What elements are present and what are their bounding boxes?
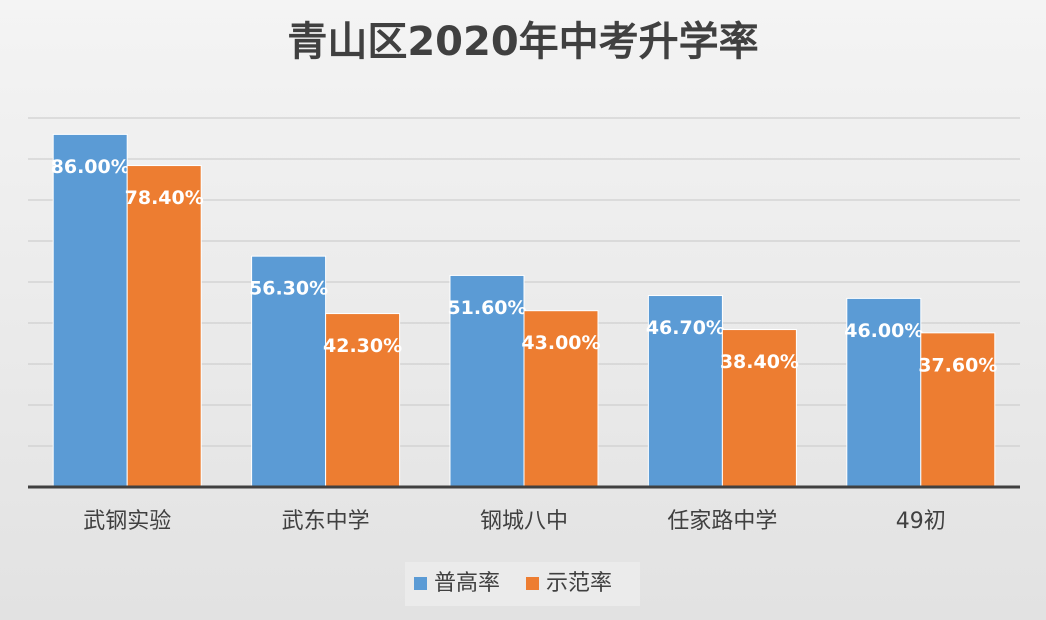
value-label: 86.00% bbox=[51, 156, 130, 178]
bar bbox=[647, 295, 723, 488]
x-tick-label: 任家路中学 bbox=[667, 509, 777, 534]
value-label: 43.00% bbox=[521, 332, 600, 354]
bar bbox=[846, 297, 922, 488]
bar bbox=[449, 274, 525, 488]
bar bbox=[52, 133, 128, 488]
value-label: 51.60% bbox=[447, 297, 526, 319]
bar bbox=[126, 165, 202, 488]
value-label: 38.40% bbox=[720, 351, 799, 373]
legend-swatch bbox=[414, 577, 427, 590]
x-tick-label: 49初 bbox=[896, 509, 946, 534]
value-label: 46.00% bbox=[844, 320, 923, 342]
value-label: 42.30% bbox=[323, 335, 402, 357]
legend-label: 普高率 bbox=[434, 571, 500, 596]
chart-title: 青山区2020年中考升学率 bbox=[287, 19, 758, 65]
x-tick-label: 武钢实验 bbox=[83, 509, 171, 534]
value-label: 56.30% bbox=[249, 278, 328, 300]
value-label: 37.60% bbox=[918, 354, 997, 376]
legend-label: 示范率 bbox=[546, 571, 612, 596]
x-tick-label: 钢城八中 bbox=[480, 509, 568, 534]
value-label: 46.70% bbox=[646, 317, 725, 339]
legend-swatch bbox=[526, 577, 539, 590]
bar bbox=[251, 255, 327, 488]
legend-box bbox=[405, 562, 640, 606]
x-tick-label: 武东中学 bbox=[282, 509, 370, 534]
bar bbox=[325, 313, 401, 488]
value-label: 78.40% bbox=[125, 187, 204, 209]
bar bbox=[920, 332, 996, 488]
